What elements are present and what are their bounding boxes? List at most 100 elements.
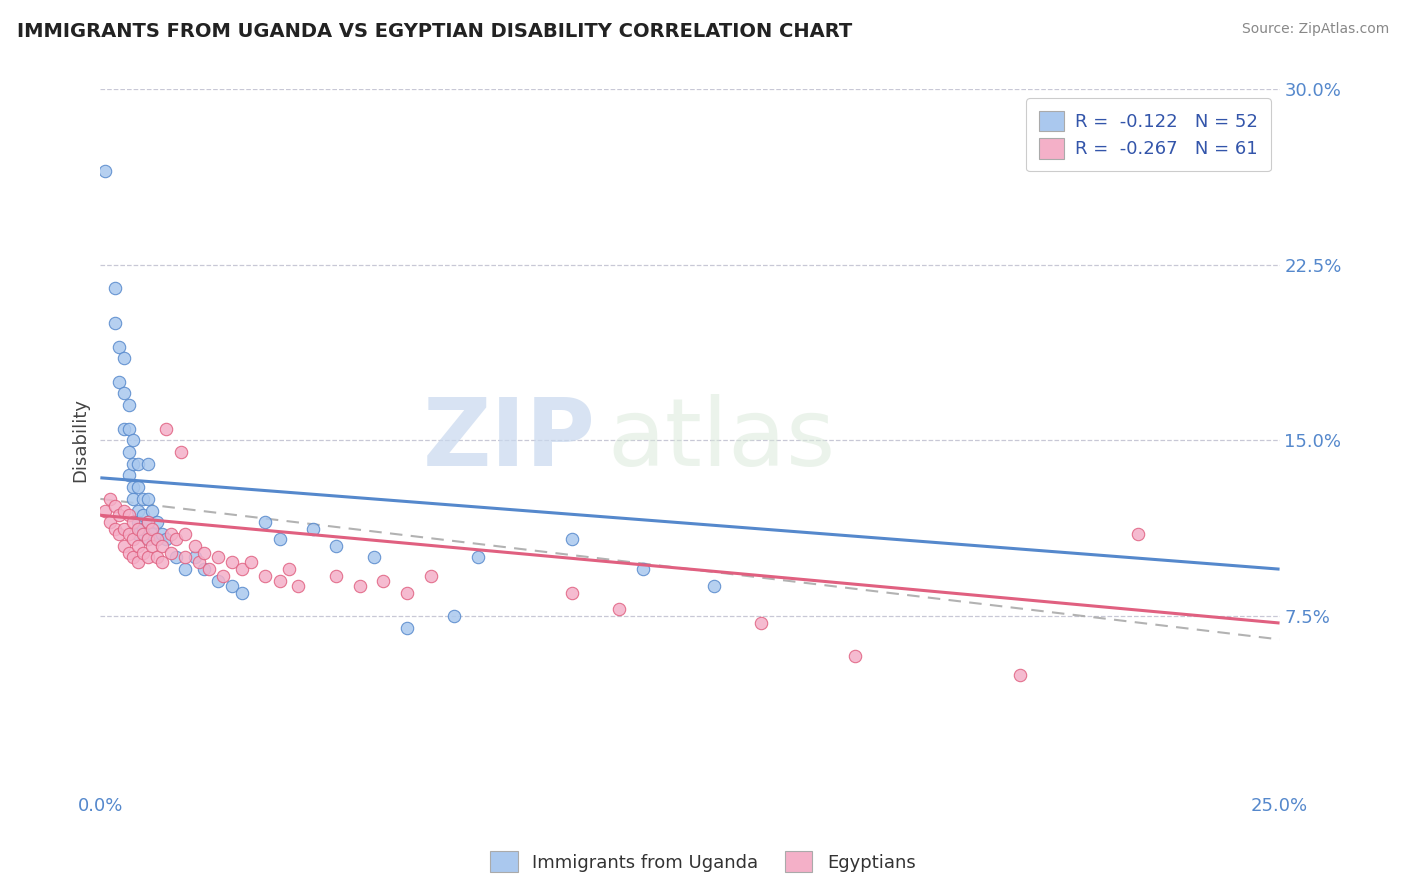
Point xyxy=(122,516,145,530)
Point xyxy=(141,503,163,517)
Point xyxy=(207,550,229,565)
Point xyxy=(631,562,654,576)
Point xyxy=(146,550,169,565)
Point xyxy=(118,468,141,483)
Point xyxy=(1010,667,1032,681)
Point xyxy=(94,503,117,517)
Point xyxy=(702,578,724,592)
Point xyxy=(141,527,163,541)
Point xyxy=(127,516,149,530)
Point xyxy=(112,351,135,366)
Point xyxy=(127,503,149,517)
Point xyxy=(103,316,125,330)
Point xyxy=(118,398,141,412)
Point xyxy=(844,648,866,663)
Point xyxy=(269,532,291,546)
Point xyxy=(325,539,347,553)
Point xyxy=(127,539,149,553)
Point xyxy=(231,585,253,599)
Point xyxy=(363,550,385,565)
Point xyxy=(150,539,173,553)
Point xyxy=(1126,527,1149,541)
Point xyxy=(193,562,215,576)
Point xyxy=(373,574,395,588)
Point xyxy=(132,546,155,560)
Point xyxy=(141,539,163,553)
Point xyxy=(132,522,155,536)
Point xyxy=(112,539,135,553)
Point xyxy=(193,546,215,560)
Point xyxy=(607,602,630,616)
Point xyxy=(122,550,145,565)
Point xyxy=(240,555,263,569)
Point xyxy=(136,550,159,565)
Point xyxy=(136,457,159,471)
Point xyxy=(155,421,177,435)
Point xyxy=(150,527,173,541)
Point xyxy=(108,508,131,523)
Point xyxy=(146,532,169,546)
Point xyxy=(169,445,191,459)
Point xyxy=(221,555,243,569)
Point xyxy=(103,281,125,295)
Point xyxy=(221,578,243,592)
Point xyxy=(349,578,371,592)
Point xyxy=(108,375,131,389)
Point xyxy=(561,532,583,546)
Point xyxy=(141,522,163,536)
Text: IMMIGRANTS FROM UGANDA VS EGYPTIAN DISABILITY CORRELATION CHART: IMMIGRANTS FROM UGANDA VS EGYPTIAN DISAB… xyxy=(17,22,852,41)
Point xyxy=(561,585,583,599)
Point xyxy=(136,516,159,530)
Point xyxy=(146,532,169,546)
Point xyxy=(395,585,418,599)
Point xyxy=(108,527,131,541)
Point xyxy=(395,621,418,635)
Point xyxy=(108,340,131,354)
Text: atlas: atlas xyxy=(607,394,835,486)
Point xyxy=(146,516,169,530)
Point xyxy=(198,562,221,576)
Point xyxy=(122,457,145,471)
Point xyxy=(160,546,183,560)
Point xyxy=(103,522,125,536)
Point xyxy=(127,480,149,494)
Point xyxy=(165,532,187,546)
Point xyxy=(112,421,135,435)
Point xyxy=(254,569,277,583)
Point xyxy=(98,491,121,506)
Point xyxy=(132,491,155,506)
Point xyxy=(207,574,229,588)
Point xyxy=(160,527,183,541)
Point xyxy=(301,522,323,536)
Point xyxy=(188,555,211,569)
Point xyxy=(127,555,149,569)
Point xyxy=(94,164,117,178)
Point xyxy=(136,532,159,546)
Point xyxy=(127,522,149,536)
Point xyxy=(122,480,145,494)
Point xyxy=(183,550,205,565)
Point xyxy=(112,386,135,401)
Point xyxy=(132,508,155,523)
Point xyxy=(118,421,141,435)
Point xyxy=(174,550,197,565)
Point xyxy=(269,574,291,588)
Point xyxy=(118,546,141,560)
Point xyxy=(112,522,135,536)
Point xyxy=(165,550,187,565)
Point xyxy=(150,555,173,569)
Point xyxy=(122,491,145,506)
Point xyxy=(443,609,465,624)
Point xyxy=(132,527,155,541)
Point xyxy=(136,491,159,506)
Point xyxy=(136,532,159,546)
Text: ZIP: ZIP xyxy=(423,394,596,486)
Point xyxy=(155,532,177,546)
Point xyxy=(127,457,149,471)
Point xyxy=(174,527,197,541)
Point xyxy=(174,562,197,576)
Point xyxy=(122,434,145,448)
Point xyxy=(118,527,141,541)
Point xyxy=(103,499,125,513)
Point xyxy=(231,562,253,576)
